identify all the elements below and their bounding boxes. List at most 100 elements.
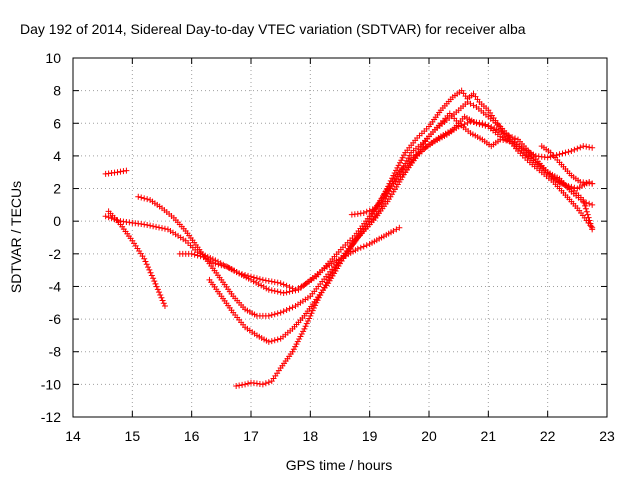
data-point-marker [399, 154, 406, 161]
data-point-marker [253, 279, 260, 286]
data-point-marker [321, 284, 328, 291]
data-point-marker [301, 325, 308, 332]
data-point-marker [318, 289, 325, 296]
data-point-marker [141, 255, 148, 262]
data-point-marker [300, 328, 307, 335]
data-point-marker [268, 338, 275, 345]
data-point-marker [289, 288, 296, 295]
data-point-marker [360, 210, 367, 217]
data-point-marker [580, 196, 587, 203]
data-point-marker [584, 211, 591, 218]
data-point-marker [390, 172, 397, 179]
data-point-marker [268, 312, 275, 319]
data-point-marker [310, 304, 317, 311]
data-point-marker [565, 148, 572, 155]
data-point-marker [265, 379, 272, 386]
data-point-marker [379, 194, 386, 201]
data-point-marker [256, 276, 263, 283]
data-point-marker [286, 305, 293, 312]
data-point-marker [160, 300, 167, 307]
data-point-marker [147, 222, 154, 229]
data-point-marker [381, 191, 388, 198]
data-point-marker [306, 315, 313, 322]
series-track-f [206, 118, 596, 345]
y-tick-label: -4 [49, 278, 62, 294]
data-point-marker [582, 205, 589, 212]
data-point-marker [363, 242, 370, 249]
data-point-marker [159, 225, 165, 232]
data-point-marker [150, 275, 157, 282]
data-point-marker [286, 288, 293, 295]
axis-ticks: 14 15 16 17 18 19 20 21 22 23 -12 -10 -8 -6 -4 -2 0 2 4 6 8 1… [41, 50, 615, 444]
data-point-marker [317, 292, 324, 299]
data-point-marker [586, 200, 593, 207]
data-point-marker [153, 223, 160, 230]
data-point-marker [378, 196, 385, 203]
x-tick-label: 21 [481, 428, 497, 444]
data-point-marker [215, 261, 222, 268]
data-point-marker [485, 122, 492, 129]
data-point-marker [268, 278, 275, 285]
y-tick-label: -2 [49, 246, 62, 262]
data-point-marker [245, 380, 252, 387]
data-point-marker [405, 155, 412, 162]
data-point-marker [151, 278, 158, 285]
data-point-marker [366, 207, 373, 214]
data-series [102, 87, 596, 389]
series-track-d [135, 99, 596, 319]
chart-title: Day 192 of 2014, Sidereal Day-to-day VTE… [20, 21, 526, 37]
series-track-a [102, 113, 596, 293]
data-point-marker [242, 381, 249, 388]
data-point-marker [307, 312, 314, 319]
data-point-marker [280, 281, 287, 288]
data-point-marker [250, 278, 257, 285]
data-point-marker [479, 120, 486, 127]
data-point-marker [588, 223, 595, 230]
data-point-marker [274, 288, 281, 295]
data-point-marker [582, 202, 589, 209]
y-tick-label: 8 [53, 83, 61, 99]
x-tick-label: 19 [362, 428, 378, 444]
data-point-marker [248, 276, 254, 283]
data-point-marker [565, 183, 572, 190]
data-point-marker [396, 224, 403, 231]
data-point-marker [141, 221, 148, 228]
series-track-c [102, 167, 130, 177]
data-point-marker [158, 294, 165, 301]
data-point-marker [258, 282, 265, 289]
data-point-marker [120, 168, 127, 175]
data-point-marker [271, 337, 278, 344]
y-tick-label: 10 [45, 50, 61, 66]
data-point-marker [589, 224, 596, 231]
data-point-marker [277, 289, 284, 296]
data-point-marker [156, 224, 163, 231]
y-axis-label: SDTVAR / TECUs [8, 181, 24, 293]
data-point-marker [153, 283, 160, 290]
data-point-marker [583, 143, 590, 150]
data-point-marker [393, 167, 400, 174]
data-point-marker [302, 323, 309, 330]
data-point-marker [589, 180, 596, 187]
data-point-marker [323, 279, 330, 286]
y-tick-label: -8 [49, 344, 62, 360]
data-point-marker [309, 307, 316, 314]
data-point-marker [365, 218, 372, 225]
data-point-marker [366, 215, 373, 222]
data-point-marker [117, 168, 124, 175]
data-point-marker [313, 299, 320, 306]
data-point-marker [283, 289, 290, 296]
data-point-marker [400, 152, 407, 159]
data-point-marker [263, 285, 270, 292]
data-point-marker [385, 183, 392, 190]
y-tick-label: 6 [53, 115, 61, 131]
data-point-marker [191, 251, 198, 258]
data-point-marker [161, 225, 168, 232]
x-tick-label: 15 [125, 428, 141, 444]
data-point-marker [150, 223, 157, 230]
data-point-marker [289, 304, 296, 311]
series-track-g [233, 110, 596, 389]
x-tick-label: 22 [540, 428, 556, 444]
data-point-marker [297, 333, 304, 340]
data-point-marker [292, 287, 299, 294]
